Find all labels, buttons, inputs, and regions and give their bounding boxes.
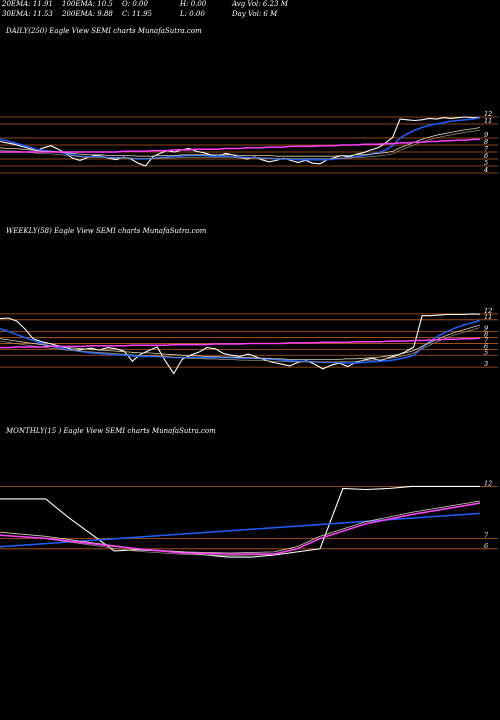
monthly-ytick-label: 12 — [484, 479, 492, 487]
daily-ema_mid-line — [0, 127, 481, 157]
close-stat: C: 11.95 — [122, 10, 152, 18]
daily-panel-title: DAILY(250) Eagle View SEMI charts Munafa… — [6, 27, 202, 35]
weekly-panel-title: WEEKLY(58) Eagle View SEMI charts Munafa… — [6, 227, 207, 235]
daily-ema_long-line — [0, 138, 480, 153]
weekly-ytick-label: 9 — [484, 325, 488, 333]
weekly-ytick-label: 7 — [484, 336, 489, 344]
monthly-ytick-label: 7 — [484, 531, 489, 539]
daily-ema_short-line — [0, 116, 481, 161]
monthly-panel-title: MONTHLY(15 ) Eagle View SEMI charts Muna… — [6, 427, 216, 435]
high-stat: H: 0.00 — [180, 0, 207, 8]
day-vol-stat: Day Vol: 6 M — [232, 10, 278, 18]
weekly-ytick-label: 3 — [484, 360, 488, 368]
weekly-ytick-label: 5 — [484, 348, 488, 356]
weekly-ema-mid-band-line — [0, 327, 481, 363]
daily-ytick-label: 8 — [484, 138, 488, 146]
monthly-ema_long-line — [0, 502, 481, 555]
daily-ema-mid-band-line — [0, 129, 481, 160]
monthly-ema_mid-line — [0, 500, 481, 554]
ema100-stat: 100EMA: 10.5 — [62, 0, 113, 8]
weekly-ytick-label: 11 — [484, 313, 492, 321]
daily-ytick-label: 11 — [484, 117, 492, 125]
daily-ytick-label: 9 — [484, 131, 488, 139]
daily-ytick-label: 7 — [484, 145, 489, 153]
avg-vol-stat: Avg Vol: 6.23 M — [232, 0, 288, 8]
weekly-ytick-label: 6 — [484, 342, 488, 350]
ema30-stat: 30EMA: 11.53 — [2, 10, 53, 18]
daily-ytick-label: 6 — [484, 152, 488, 160]
open-stat: O: 0.00 — [122, 0, 148, 8]
ema200-stat: 200EMA: 9.88 — [62, 10, 113, 18]
weekly-ema_long-line — [0, 337, 481, 349]
weekly-ytick-label: 12 — [484, 307, 492, 315]
weekly-ema_mid-line — [0, 324, 481, 360]
ema20-stat: 20EMA: 11.91 — [2, 0, 53, 8]
low-stat: L: 0.00 — [180, 10, 205, 18]
monthly-price-line — [0, 485, 480, 558]
weekly-ytick-label: 8 — [484, 331, 488, 339]
daily-ytick-label: 5 — [484, 159, 488, 167]
daily-ytick-label: 12 — [484, 110, 492, 118]
daily-ytick-label: 4 — [483, 166, 488, 174]
monthly-ytick-label: 6 — [484, 542, 488, 550]
